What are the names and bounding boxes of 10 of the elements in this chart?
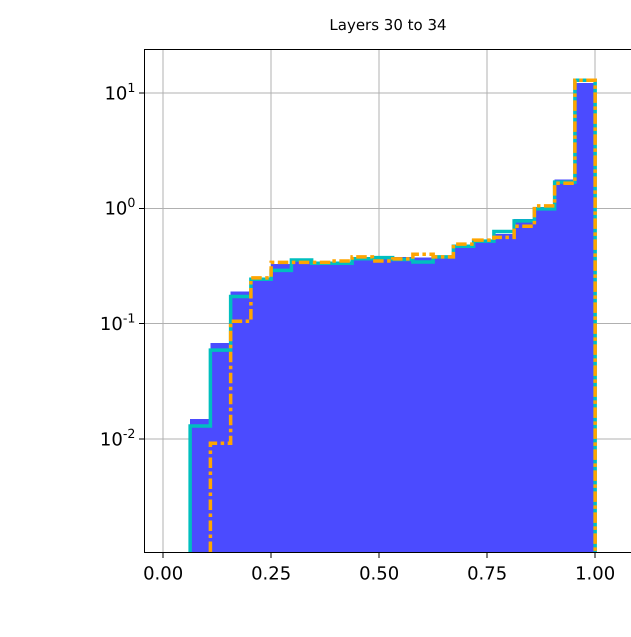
x-tick-label: 0.00 xyxy=(143,564,184,585)
y-tick-label: 10$^{0}$ xyxy=(104,195,136,220)
x-tick-label: 0.75 xyxy=(467,564,508,585)
y-tick-label: 10$^{-2}$ xyxy=(100,426,136,450)
y-tick-label: 10$^{-1}$ xyxy=(100,310,136,336)
x-tick-label: 1.00 xyxy=(575,564,616,585)
x-tick-label: 0.50 xyxy=(359,564,400,585)
chart-title: Layers 30 to 34 xyxy=(329,16,447,34)
x-tick-label: 0.25 xyxy=(251,564,292,585)
y-tick-label: 10$^{1}$ xyxy=(104,80,136,104)
